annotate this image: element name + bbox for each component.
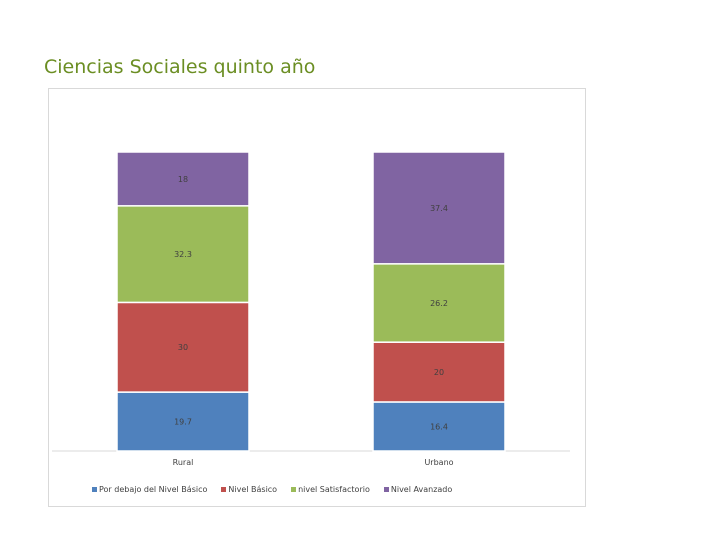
bar-segment-urbano-1 <box>372 341 506 403</box>
data-label-urbano-2: 26.2 <box>430 299 448 308</box>
slide-title: Ciencias Sociales quinto año <box>44 56 316 78</box>
legend-swatch-0 <box>92 486 97 492</box>
bar-segment-rural-0 <box>116 391 250 452</box>
legend-label-1: Nivel Básico <box>228 484 278 494</box>
chart-legend: Por debajo del Nivel Básico Nivel Básico n… <box>92 482 466 496</box>
data-label-rural-3: 18 <box>178 175 188 184</box>
data-label-rural-1: 30 <box>178 343 188 352</box>
bar-segment-rural-3 <box>116 151 250 207</box>
legend-item-1: Nivel Básico <box>221 485 277 494</box>
data-label-rural-0: 19.7 <box>174 418 192 427</box>
legend-label-0: Por debajo del Nivel Básico <box>99 484 208 494</box>
bar-segment-urbano-0 <box>372 401 506 452</box>
bar-segment-rural-2 <box>116 205 250 304</box>
legend-item-3: Nivel Avanzado <box>383 484 453 494</box>
data-label-urbano-3: 37.4 <box>430 204 448 213</box>
bar-segment-urbano-2 <box>372 263 506 343</box>
bar-segment-urbano-3 <box>372 151 506 265</box>
data-label-urbano-0: 16.4 <box>430 422 448 431</box>
bar-segment-rural-1 <box>116 301 250 393</box>
legend-label-3: Nivel Avanzado <box>390 484 453 494</box>
legend-label-2: nivel Satisfactorio <box>298 484 370 494</box>
category-label-rural: Rural <box>173 458 194 467</box>
legend-item-2: nivel Satisfactorio <box>291 485 370 494</box>
data-label-rural-2: 32.3 <box>174 250 192 259</box>
legend-swatch-1 <box>221 486 227 492</box>
data-label-urbano-1: 20 <box>434 368 444 377</box>
legend-swatch-3 <box>383 486 389 492</box>
category-label-urbano: Urbano <box>424 458 453 467</box>
legend-swatch-2 <box>291 486 297 492</box>
legend-item-0: Por debajo del Nivel Básico <box>92 485 207 494</box>
